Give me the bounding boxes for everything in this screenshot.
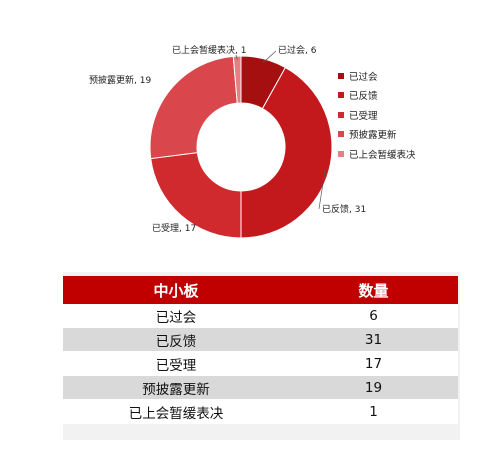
legend-swatch	[338, 72, 344, 79]
table-cell-status: 已过会	[63, 304, 289, 328]
donut-chart: 已过会, 6 已反馈, 31 已受理, 17 预披露更新, 19 已上会暂缓表决, 1 …	[89, 44, 416, 239]
table-header-board: 中小板	[63, 276, 289, 304]
table-row: 已反馈 31	[63, 327, 458, 352]
table-cell-count: 17	[289, 351, 458, 376]
donut-slice	[150, 152, 242, 239]
table-row: 已受理 17	[63, 351, 458, 376]
summary-table: 中小板 数量 已过会 6 已反馈 31 已受理 17 预披露更新 19 已上会暂	[63, 276, 458, 424]
legend-item: 预披露更新	[338, 125, 416, 145]
leader-line	[318, 168, 326, 210]
legend-swatch	[338, 131, 344, 138]
slice-data-label: 已反馈, 31	[322, 203, 366, 215]
leader-line	[262, 50, 277, 64]
legend-label: 已上会暂缓表决	[349, 149, 416, 161]
legend-swatch	[338, 111, 344, 118]
legend-label: 已受理	[349, 110, 378, 122]
legend-swatch	[338, 150, 344, 157]
legend-item: 已受理	[338, 105, 416, 125]
leader-line	[235, 54, 238, 61]
table-row: 已上会暂缓表决 1	[63, 399, 458, 424]
table-cell-status: 预披露更新	[63, 375, 289, 400]
slice-data-label: 已过会, 6	[278, 44, 317, 56]
table-header-row: 中小板 数量	[63, 276, 458, 304]
table-row: 预披露更新 19	[63, 375, 458, 400]
table-cell-count: 6	[289, 304, 458, 328]
table-cell-count: 1	[289, 399, 458, 424]
donut-slice	[232, 55, 242, 104]
table-cell-status: 已受理	[63, 351, 289, 376]
slice-data-label: 预披露更新, 19	[89, 74, 151, 86]
legend-swatch	[338, 92, 344, 99]
donut-chart-svg: 已过会, 6 已反馈, 31 已受理, 17 预披露更新, 19 已上会暂缓表决, 1	[89, 44, 366, 239]
table-cell-count: 19	[289, 375, 458, 400]
legend-label: 已反馈	[349, 91, 378, 103]
legend-item: 已反馈	[338, 86, 416, 106]
donut-slice	[149, 55, 238, 160]
table-cell-count: 31	[289, 327, 458, 352]
slice-data-label: 已受理, 17	[152, 222, 196, 234]
table-cell-status: 已反馈	[63, 327, 289, 352]
legend-label: 已过会	[349, 71, 378, 83]
donut-slice	[240, 66, 333, 239]
legend-label: 预披露更新	[349, 130, 397, 142]
table-cell-status: 已上会暂缓表决	[63, 399, 289, 424]
table-header-count: 数量	[289, 276, 458, 304]
summary-table-panel: 中小板 数量 已过会 6 已反馈 31 已受理 17 预披露更新 19 已上会暂	[63, 272, 460, 440]
table-row: 已过会 6	[63, 304, 458, 328]
legend-item: 已过会	[338, 66, 416, 86]
chart-legend: 已过会 已反馈 已受理 预披露更新 已上会暂缓表决	[338, 66, 416, 164]
legend-item: 已上会暂缓表决	[338, 144, 416, 164]
slice-data-label: 已上会暂缓表决, 1	[172, 44, 246, 56]
